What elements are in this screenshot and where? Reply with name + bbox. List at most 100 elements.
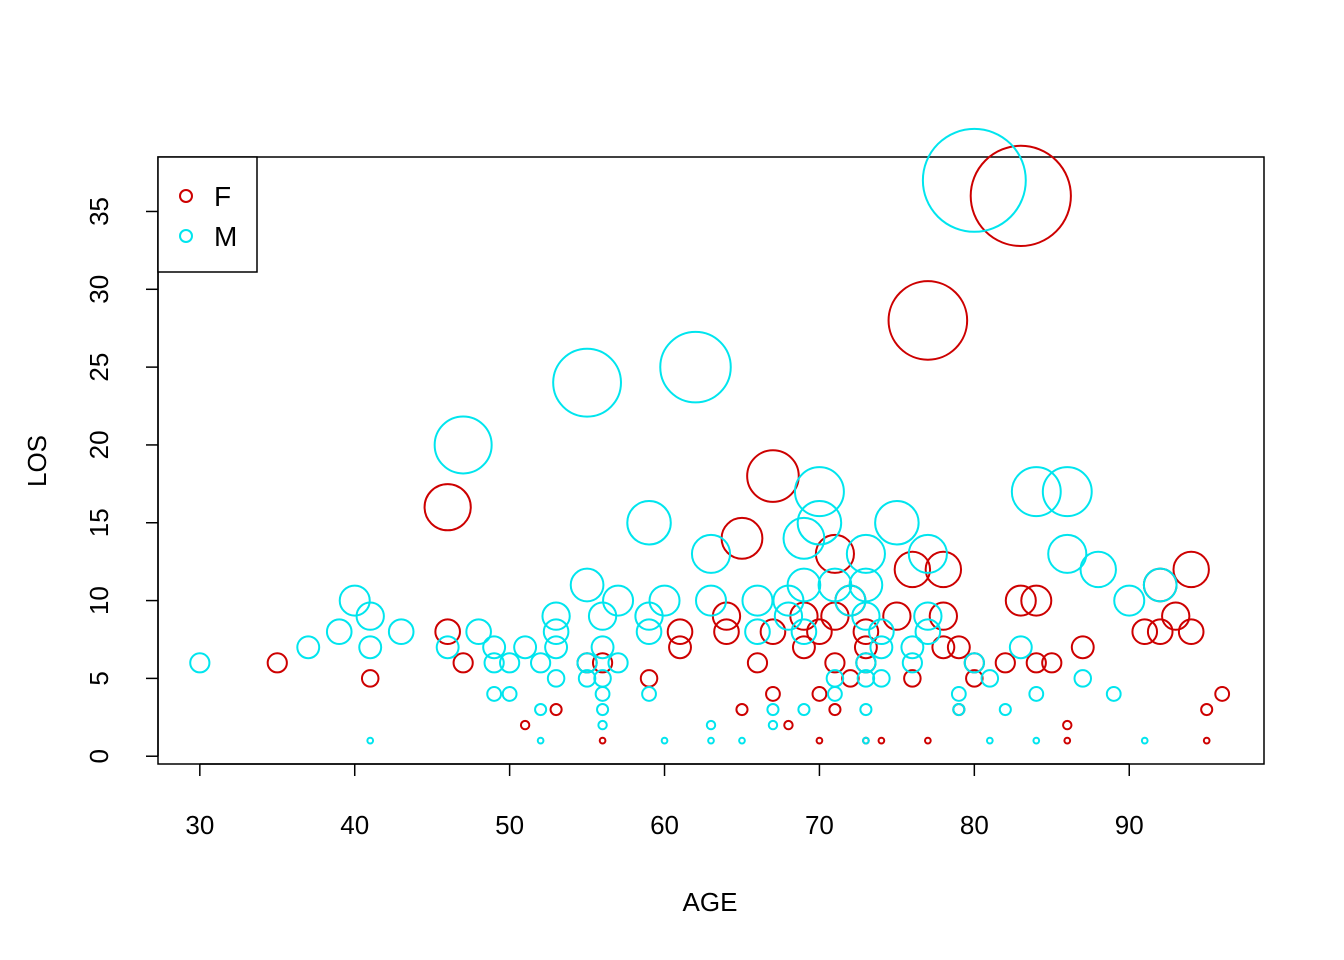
data-point-m-74 [874,500,920,546]
y-tick-label-10: 10 [84,586,114,615]
data-point-f-28 [814,533,855,574]
data-point-m-14 [499,652,521,674]
data-point-m-33 [597,719,608,731]
data-point-m-34 [602,584,635,617]
data-point-f-38 [882,601,912,631]
data-point-m-71 [868,618,895,646]
x-tick-label-40: 40 [340,810,369,840]
data-point-f-3 [434,618,461,646]
data-point-f-9 [598,736,607,745]
data-point-f-53 [1020,584,1053,617]
data-point-m-55 [786,567,822,603]
data-point-m-85 [985,736,994,745]
data-point-f-27 [820,601,850,631]
data-point-m-12 [483,652,505,674]
data-point-f-2 [423,483,472,532]
data-point-m-95 [1105,686,1122,702]
data-point-f-40 [903,669,922,688]
data-point-f-41 [887,280,969,361]
data-point-m-40 [648,584,681,617]
y-tick-label-0: 0 [84,749,114,763]
data-point-m-87 [1008,635,1033,660]
x-tick-label-70: 70 [805,810,834,840]
y-tick-label-15: 15 [84,508,114,537]
data-point-m-8 [435,635,460,660]
data-point-f-12 [666,618,694,646]
data-point-f-22 [791,635,816,660]
plot-frame [157,156,1265,765]
data-point-m-91 [1041,466,1093,518]
data-point-m-6 [366,736,375,745]
data-point-m-27 [577,669,597,688]
data-point-f-11 [668,635,692,660]
data-point-m-36 [626,500,672,546]
data-point-m-94 [1079,550,1117,589]
data-point-m-35 [607,652,629,674]
data-point-m-52 [773,601,804,631]
data-point-f-29 [824,652,846,674]
data-point-f-65 [1200,702,1214,717]
data-point-f-42 [924,736,932,745]
data-point-m-48 [741,584,774,617]
data-point-f-10 [639,669,659,688]
data-point-m-24 [552,347,622,418]
data-point-m-21 [542,618,570,646]
data-point-f-0 [266,652,288,674]
legend-marker-m [179,229,193,243]
data-point-m-11 [482,635,507,660]
data-point-m-92 [1047,533,1088,574]
data-point-m-51 [767,719,779,731]
data-point-m-39 [641,686,657,702]
data-point-m-1 [296,635,321,660]
data-point-m-79 [914,618,942,646]
data-point-m-59 [796,500,843,546]
data-point-m-65 [848,567,884,603]
x-tick-label-50: 50 [495,810,524,840]
data-point-m-73 [872,669,891,688]
data-point-f-52 [969,144,1072,248]
data-point-m-96 [1113,584,1146,617]
data-point-f-54 [1025,652,1047,674]
x-tick-label-80: 80 [960,810,989,840]
data-point-m-57 [797,702,811,717]
data-point-m-72 [869,635,894,660]
data-point-f-62 [1161,601,1191,631]
data-point-m-10 [465,618,492,646]
legend: FM [157,156,258,273]
data-point-f-24 [806,618,833,646]
data-point-m-49 [744,618,771,646]
data-point-m-50 [766,702,780,717]
data-point-m-20 [541,601,571,631]
data-point-m-64 [845,533,886,574]
data-point-m-44 [695,584,727,617]
data-point-m-90 [1032,736,1041,745]
data-point-f-50 [994,652,1016,674]
data-point-m-38 [635,618,663,646]
x-tick-label-30: 30 [185,810,214,840]
data-point-m-45 [705,719,717,731]
data-point-f-32 [841,669,860,688]
data-point-m-58 [793,466,845,518]
data-point-f-15 [735,702,749,717]
data-point-m-9 [433,415,493,475]
data-point-f-20 [746,449,800,503]
data-point-m-15 [501,686,518,702]
legend-marker-f [179,189,193,203]
data-point-m-69 [859,702,873,717]
data-point-m-86 [998,702,1012,717]
data-point-f-16 [720,516,764,560]
data-point-m-93 [1073,669,1093,688]
y-axis: 0 5 10 15 20 25 30 35 [84,197,159,763]
data-point-f-64 [1177,618,1205,646]
data-point-m-89 [1028,686,1045,702]
data-point-f-51 [1004,584,1037,617]
data-point-f-63 [1172,550,1210,589]
data-point-m-25 [569,567,605,603]
data-point-m-43 [690,533,732,574]
y-tick-label-25: 25 [84,353,114,382]
data-point-f-60 [1146,618,1174,646]
data-point-f-43 [924,550,963,589]
y-tick-label-5: 5 [84,671,114,685]
data-point-m-42 [659,330,732,404]
data-point-m-83 [921,127,1027,233]
